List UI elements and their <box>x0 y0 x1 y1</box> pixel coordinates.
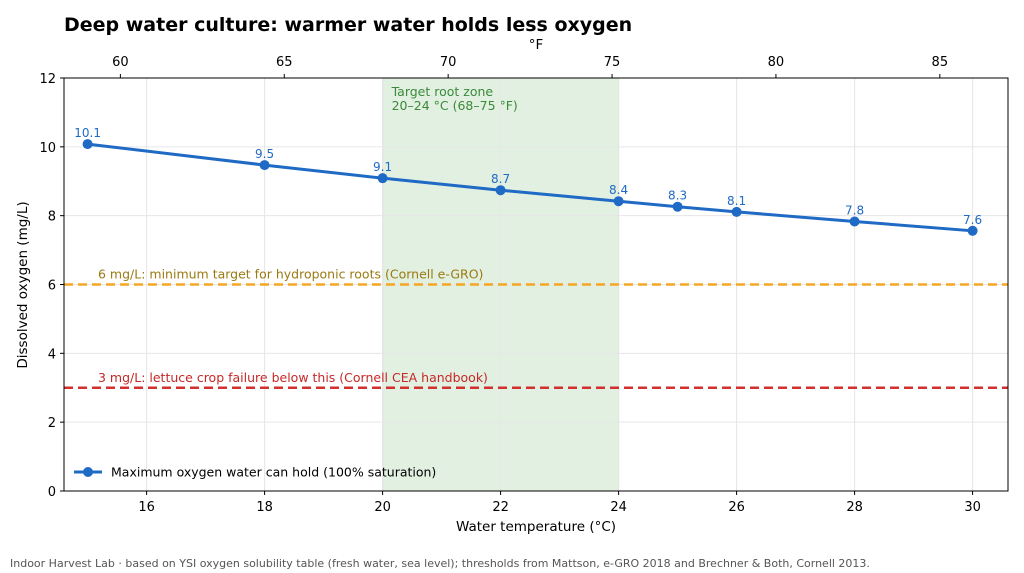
secondary-x-tick-label: 80 <box>768 55 785 70</box>
data-point <box>377 173 388 184</box>
data-label: 8.3 <box>668 189 687 203</box>
data-point <box>849 216 860 227</box>
threshold-label-3: 3 mg/L: lettuce crop failure below this … <box>98 370 488 385</box>
data-point <box>613 196 624 207</box>
data-point <box>495 185 506 196</box>
y-tick-label: 8 <box>48 210 56 225</box>
y-tick-label: 0 <box>48 485 56 500</box>
y-axis-title: Dissolved oxygen (mg/L) <box>15 201 31 368</box>
x-tick-label: 30 <box>964 500 981 515</box>
x-tick-label: 22 <box>492 500 509 515</box>
target-zone-label-line1: Target root zone <box>391 84 494 99</box>
y-tick-label: 4 <box>48 347 56 362</box>
x-tick-label: 16 <box>138 500 155 515</box>
data-label: 9.5 <box>255 147 274 161</box>
data-point <box>82 139 93 150</box>
data-label: 7.8 <box>845 204 864 218</box>
reference-lines-layer: 6 mg/L: minimum target for hydroponic ro… <box>64 267 1008 389</box>
chart-title: Deep water culture: warmer water holds l… <box>64 14 632 36</box>
x-tick-label: 20 <box>374 500 391 515</box>
y-tick-label: 12 <box>39 72 56 87</box>
data-label: 8.7 <box>491 172 510 186</box>
x-axis-title: Water temperature (°C) <box>456 519 616 535</box>
threshold-label-6: 6 mg/L: minimum target for hydroponic ro… <box>98 267 483 282</box>
secondary-x-tick-label: 85 <box>932 55 949 70</box>
legend-marker <box>83 467 93 477</box>
legend: Maximum oxygen water can hold (100% satu… <box>74 465 436 480</box>
source-footnote: Indoor Harvest Lab · based on YSI oxygen… <box>10 557 870 570</box>
secondary-x-tick-label: 70 <box>440 55 457 70</box>
y-tick-label: 6 <box>48 279 56 294</box>
data-point <box>259 160 270 171</box>
legend-label: Maximum oxygen water can hold (100% satu… <box>111 465 436 480</box>
data-label: 10.1 <box>74 126 101 140</box>
data-label: 8.4 <box>609 183 628 197</box>
data-label: 8.1 <box>727 194 746 208</box>
data-point <box>967 225 978 236</box>
x-tick-label: 18 <box>256 500 273 515</box>
series-layer <box>82 139 978 236</box>
data-labels-layer: 10.1 9.5 9.1 8.7 8.4 8.3 8.1 7.8 7.6 <box>74 126 982 227</box>
secondary-x-axis-title: °F <box>529 37 544 53</box>
y-tick-label: 2 <box>48 416 56 431</box>
x-tick-label: 24 <box>610 500 627 515</box>
data-label: 7.6 <box>963 213 982 227</box>
secondary-x-tick-label: 60 <box>112 55 129 70</box>
x-tick-label: 26 <box>728 500 745 515</box>
y-tick-label: 10 <box>39 141 56 156</box>
data-point <box>672 201 683 212</box>
data-point <box>731 206 742 217</box>
target-zone-label-line2: 20–24 °C (68–75 °F) <box>392 98 518 113</box>
secondary-x-tick-label: 65 <box>276 55 293 70</box>
secondary-x-tick-label: 75 <box>604 55 621 70</box>
data-label: 9.1 <box>373 160 392 174</box>
x-tick-label: 28 <box>846 500 863 515</box>
